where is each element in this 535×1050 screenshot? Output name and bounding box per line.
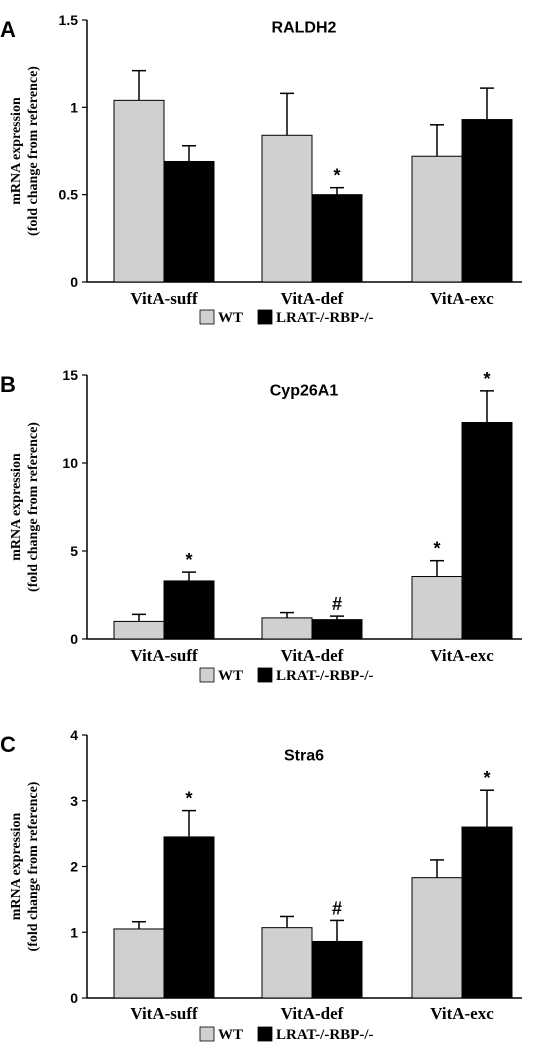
legend: WT LRAT-/-RBP-/- [199,1026,374,1043]
category-label: VitA-exc [430,646,494,665]
y-axis-label-line-1: mRNA expression [9,453,24,561]
bar-lrat-rbp-vita-def [311,619,363,640]
legend-swatch-lrat-rbp [257,667,273,683]
chart-panel-c: C Stra6 mRNA expression (fold change from r… [0,727,522,1043]
y-tick-label: 0 [70,274,78,290]
chart-title: RALDH2 [272,19,337,36]
category-label: VitA-suff [130,1004,198,1023]
y-tick-label: 0.5 [59,187,79,203]
y-axis-label: mRNA expression (fold change from referen… [9,422,41,592]
category-label: VitA-exc [430,289,494,308]
chart-title: Stra6 [284,747,324,764]
significance-mark: * [185,789,192,809]
y-tick-label: 5 [70,543,78,559]
y-tick-label: 0 [70,990,78,1006]
y-axis-label-line-2: (fold change from reference) [26,422,41,592]
category-label: VitA-exc [430,1004,494,1023]
y-axis-label-line-2: (fold change from reference) [26,66,41,236]
bar-lrat-rbp-vita-exc [461,826,513,999]
significance-mark: * [185,550,192,570]
bar-wt-vita-suff [113,99,165,283]
y-tick-label: 15 [62,367,78,383]
y-axis-label: mRNA expression (fold change from referen… [9,781,41,951]
y-tick-label: 10 [62,455,78,471]
significance-mark: * [333,166,340,186]
y-axis-label-line-1: mRNA expression [9,813,24,921]
significance-mark: # [332,594,342,614]
chart-panel-b: B Cyp26A1 mRNA expression (fold change from… [0,367,522,684]
y-axis-label: mRNA expression (fold change from referen… [9,66,41,236]
category-label: VitA-def [281,289,344,308]
y-tick-label: 4 [70,727,78,743]
legend-swatch-wt [199,309,215,325]
legend-label-wt: WT [218,310,243,326]
bar-lrat-rbp-vita-def [311,940,363,999]
bar-wt-vita-suff [113,928,165,999]
chart-panel-a: A RALDH2 mRNA expression (fold change from … [0,12,522,326]
bar-lrat-rbp-vita-suff [163,160,215,283]
bar-wt-vita-def [261,927,313,999]
legend-swatch-wt [199,1026,215,1042]
y-tick-label: 0 [70,631,78,647]
y-tick-label: 1.5 [59,12,79,28]
significance-mark: * [483,369,490,389]
bar-lrat-rbp-vita-suff [163,580,215,640]
legend-swatch-wt [199,667,215,683]
significance-mark: * [483,768,490,788]
significance-mark: * [433,539,440,559]
bar-lrat-rbp-vita-def [311,194,363,283]
legend-label-lrat-rbp: LRAT-/-RBP-/- [276,668,374,684]
y-axis-label-line-2: (fold change from reference) [26,781,41,951]
legend-label-wt: WT [218,668,243,684]
legend-label-lrat-rbp: LRAT-/-RBP-/- [276,1027,374,1043]
bar-wt-vita-exc [411,576,463,640]
y-tick-label: 1 [70,924,78,940]
panel-label: A [0,17,16,42]
category-label: VitA-suff [130,646,198,665]
legend-swatch-lrat-rbp [257,309,273,325]
y-tick-label: 2 [70,859,78,875]
legend-swatch-lrat-rbp [257,1026,273,1042]
chart-title: Cyp26A1 [270,382,339,399]
y-tick-label: 1 [70,99,78,115]
legend-label-lrat-rbp: LRAT-/-RBP-/- [276,310,374,326]
bar-wt-vita-def [261,617,313,640]
category-label: VitA-def [281,1004,344,1023]
category-label: VitA-suff [130,289,198,308]
bar-wt-vita-exc [411,877,463,999]
legend: WT LRAT-/-RBP-/- [199,309,374,326]
y-axis-label-line-1: mRNA expression [9,97,24,205]
bar-lrat-rbp-vita-exc [461,119,513,283]
category-label: VitA-def [281,646,344,665]
bar-lrat-rbp-vita-exc [461,422,513,640]
y-tick-label: 3 [70,793,78,809]
panel-label: C [0,732,16,757]
panel-label: B [0,372,16,397]
bar-lrat-rbp-vita-suff [163,836,215,999]
bar-wt-vita-exc [411,155,463,283]
legend: WT LRAT-/-RBP-/- [199,667,374,684]
bar-wt-vita-suff [113,620,165,640]
legend-label-wt: WT [218,1027,243,1043]
significance-mark: # [332,898,342,918]
bar-wt-vita-def [261,134,313,283]
